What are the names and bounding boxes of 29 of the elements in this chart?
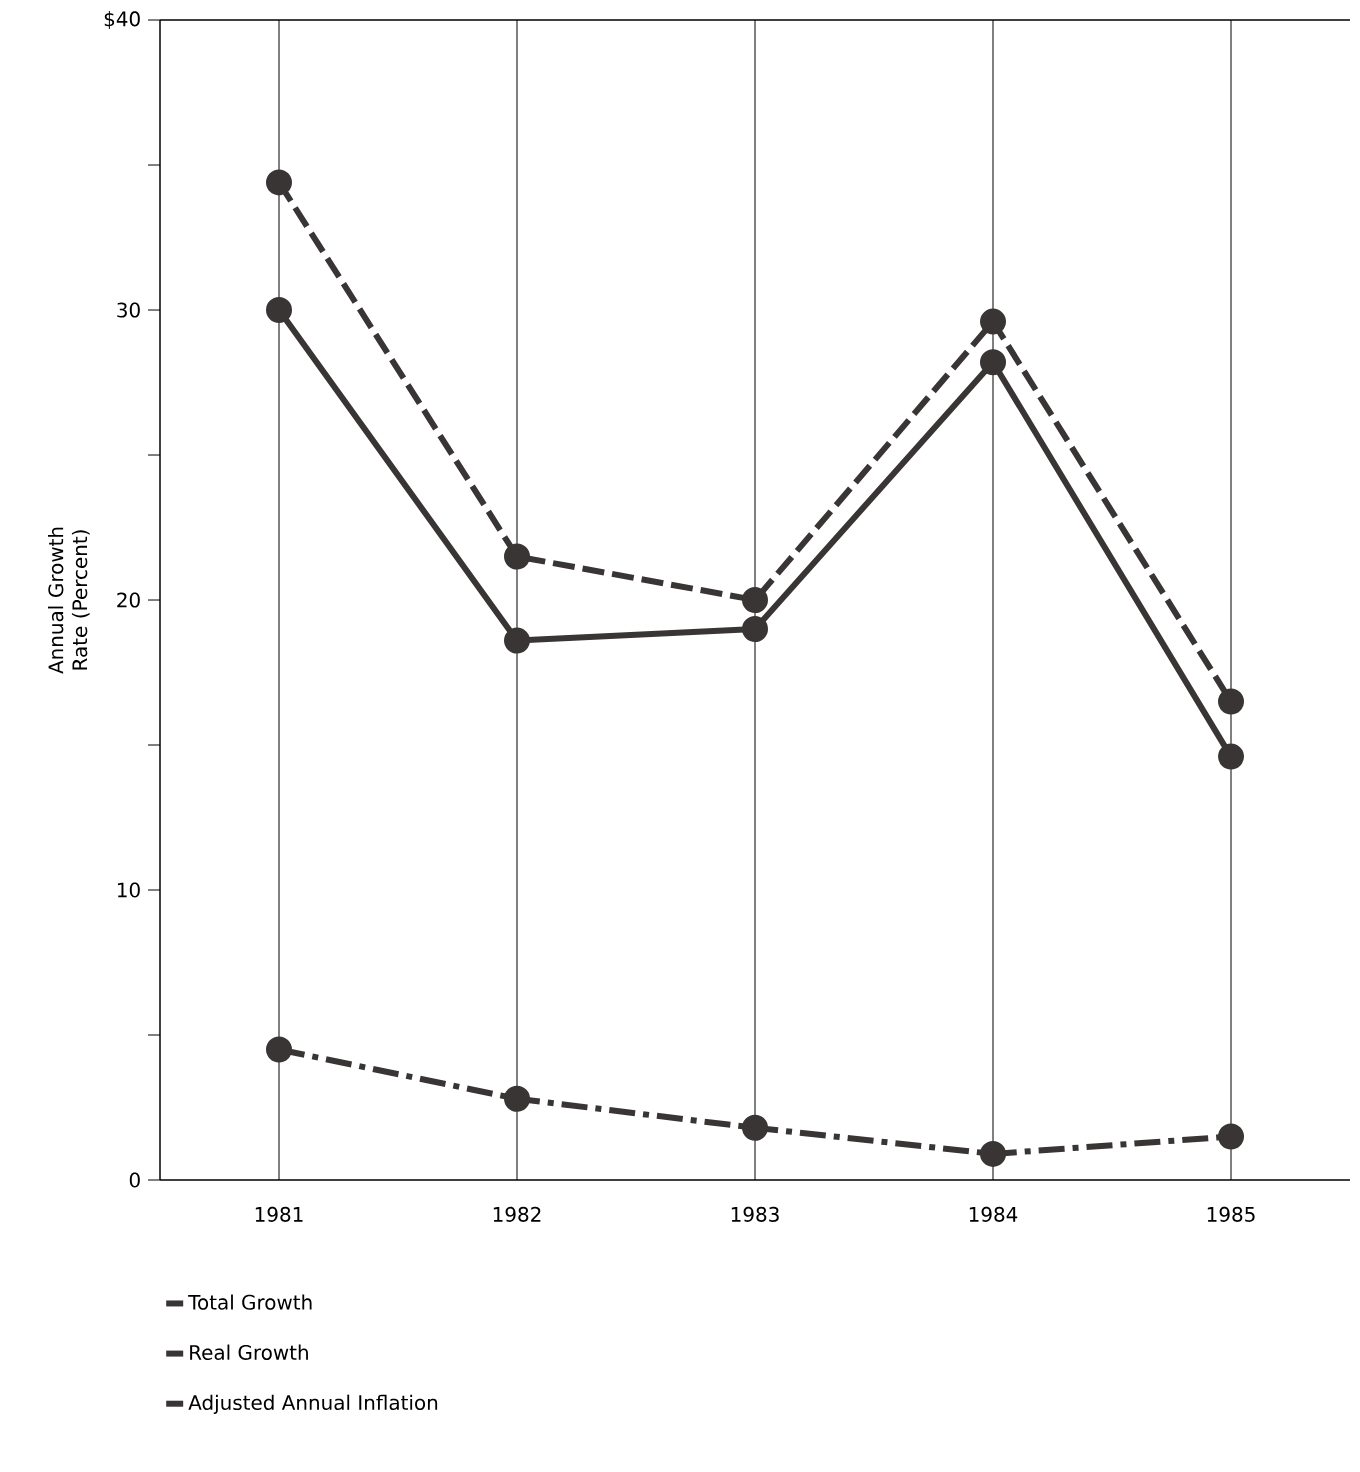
- point: [1218, 743, 1245, 770]
- point: [742, 1114, 769, 1141]
- y-axis-title: Annual Growth Rate (Percent): [47, 527, 90, 674]
- point: [980, 349, 1007, 376]
- y-tick-label: 30: [117, 302, 140, 318]
- legend-label: Adjusted Annual Inflation: [188, 1394, 438, 1414]
- y-tick-label: 0: [129, 1172, 140, 1188]
- point: [742, 616, 769, 643]
- x-tick-label: 1982: [493, 1206, 541, 1222]
- point: [1218, 688, 1245, 715]
- point: [504, 1085, 530, 1112]
- point: [504, 543, 530, 570]
- x-tick-label: 1981: [255, 1206, 303, 1222]
- point: [266, 169, 292, 196]
- point: [980, 1140, 1007, 1167]
- point: [1218, 1123, 1245, 1150]
- legend-label: Total Growth: [188, 1294, 312, 1310]
- y-tick-label: 10: [117, 882, 140, 898]
- point: [504, 627, 530, 654]
- point: [980, 308, 1007, 335]
- x-tick-label: 1983: [731, 1206, 779, 1222]
- x-tick-label: 1985: [1207, 1206, 1255, 1222]
- y-tick-label: $40: [104, 10, 140, 30]
- y-tick-label: 20: [117, 592, 140, 608]
- point: [266, 1036, 292, 1063]
- x-tick-label: 1984: [969, 1206, 1018, 1222]
- legend-label: Real Growth: [190, 1344, 308, 1360]
- point: [742, 587, 769, 614]
- point: [266, 297, 292, 324]
